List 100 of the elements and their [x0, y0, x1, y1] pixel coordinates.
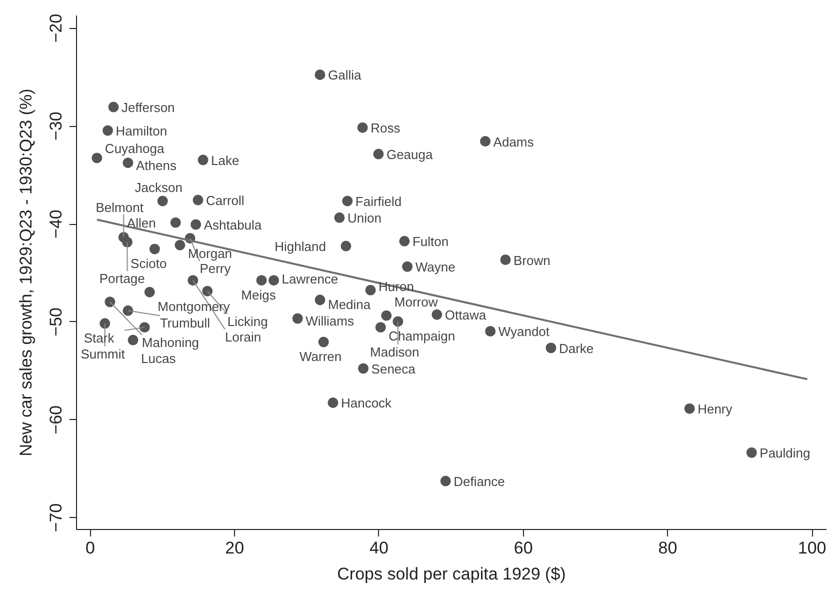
point [157, 196, 168, 206]
annotation: Warren [299, 349, 342, 364]
annotation: Allen [126, 216, 156, 231]
point [358, 363, 369, 374]
annotation: Perry [200, 261, 232, 276]
point [128, 334, 138, 346]
point [399, 236, 410, 246]
point [402, 261, 413, 272]
point [365, 284, 376, 296]
annotation: Jackson [134, 180, 182, 196]
annotation: Carroll [206, 193, 244, 208]
annotation: Summit [80, 346, 126, 362]
annotation: Ross [370, 120, 401, 136]
point [122, 236, 132, 248]
annotation: Lucas [141, 351, 176, 366]
point [144, 286, 155, 298]
point [122, 305, 134, 316]
point [108, 102, 119, 112]
annotation: Portage [99, 271, 145, 286]
point [192, 194, 204, 206]
point [684, 403, 695, 414]
point [170, 217, 181, 228]
y-tick-label: −50 [46, 308, 66, 336]
point [500, 254, 511, 265]
point [202, 286, 213, 296]
annotation: Adams [493, 134, 534, 150]
point [122, 158, 134, 168]
y-tick-label: −30 [46, 112, 66, 141]
annotation: Union [347, 210, 382, 226]
point [373, 148, 384, 160]
point [381, 310, 392, 321]
point [357, 122, 368, 133]
point [139, 322, 150, 333]
x-axis-title: Crops sold per capita 1929 ($) [337, 564, 566, 584]
annotation: Fulton [412, 234, 449, 250]
point [102, 125, 114, 136]
annotation: Geauga [386, 147, 434, 162]
annotation: Wayne [415, 260, 456, 275]
point [480, 136, 491, 147]
annotation: Ashtabula [204, 218, 262, 233]
point [188, 275, 198, 286]
point [292, 313, 303, 324]
point [190, 219, 202, 230]
annotation: Seneca [371, 361, 416, 376]
annotation: Morrow [394, 294, 438, 310]
point [546, 342, 556, 354]
x-tick-label: 60 [514, 538, 533, 558]
point [392, 316, 404, 327]
annotation: Brown [514, 252, 550, 268]
x-tick-label: 0 [85, 538, 95, 558]
annotation: Highland [274, 239, 326, 254]
x-tick-label: 80 [658, 538, 678, 558]
point [375, 322, 386, 333]
annotation: Jefferson [122, 100, 175, 116]
y-tick-label: −40 [46, 210, 66, 238]
annotation: Hancock [340, 396, 392, 411]
annotation: Fairfield [355, 194, 402, 210]
point [746, 447, 757, 458]
annotation: Lorain [224, 329, 262, 344]
point [92, 152, 102, 164]
annotation: Gallia [328, 68, 362, 83]
annotation: Cuyahoga [104, 140, 165, 156]
x-tick-label: 100 [798, 538, 826, 558]
annotation: Madison [370, 344, 420, 360]
annotation: Hamilton [116, 124, 168, 139]
point [256, 275, 267, 286]
point [268, 275, 280, 286]
annotation: Lawrence [282, 271, 338, 286]
annotation: Mahoning [142, 334, 200, 350]
point [328, 397, 338, 408]
annotation: Wyandot [498, 324, 550, 340]
annotation: Scioto [130, 256, 167, 271]
y-tick-label: −20 [46, 14, 66, 43]
y-axis-title: New car sales growth, 1929:Q23 - 1930:Q23 (%) [16, 88, 36, 456]
annotation: Licking [227, 314, 268, 330]
annotation: Belmont [96, 200, 144, 216]
point [104, 296, 116, 308]
point [100, 318, 110, 329]
point [318, 336, 329, 348]
y-tick-label: −70 [46, 503, 66, 532]
point [432, 309, 442, 320]
point [198, 154, 208, 166]
annotation: Paulding [760, 446, 810, 461]
point [342, 196, 353, 206]
point [314, 69, 326, 80]
annotation: Ottawa [444, 308, 487, 323]
point [149, 244, 160, 254]
annotation: Medina [328, 296, 372, 312]
y-tick-label: −60 [46, 405, 66, 434]
point [440, 476, 451, 486]
annotation: Trumbull [160, 316, 210, 331]
annotation: Henry [698, 402, 733, 417]
point [314, 294, 326, 306]
point [174, 240, 186, 250]
annotation: Williams [306, 314, 354, 329]
point [340, 240, 352, 252]
x-tick-label: 20 [225, 538, 244, 558]
annotation: Athens [136, 158, 177, 173]
point [485, 326, 496, 336]
annotation: Lake [211, 152, 240, 168]
